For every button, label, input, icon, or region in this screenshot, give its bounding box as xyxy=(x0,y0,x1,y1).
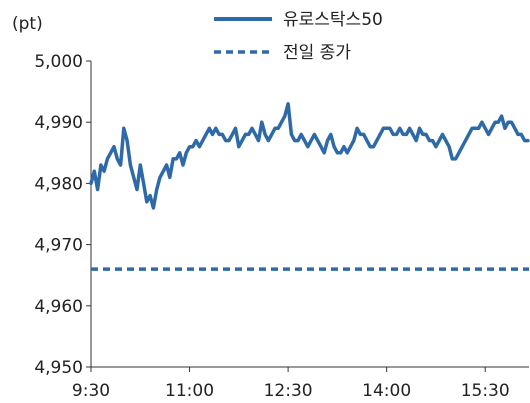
eurostoxx50-line xyxy=(89,102,530,210)
y-tick-label: 4,960 xyxy=(34,297,83,317)
y-axis-ticks: 5,000 4,990 4,980 4,970 4,960 4,950 xyxy=(34,52,91,378)
x-tick-label: 12:30 xyxy=(264,381,313,401)
y-tick-label: 4,970 xyxy=(34,236,83,256)
y-tick-label: 4,980 xyxy=(34,174,83,194)
x-tick-label: 11:00 xyxy=(165,381,214,401)
legend-label-prev-close: 전일 종가 xyxy=(283,43,351,63)
x-axis-ticks: 9:30 11:00 12:30 14:00 15:30 xyxy=(72,367,510,401)
legend-label-eurostoxx50: 유로스탁스50 xyxy=(283,10,383,30)
x-tick-label: 14:00 xyxy=(362,381,411,401)
legend: 유로스탁스50 전일 종가 xyxy=(214,10,383,63)
y-tick-label: 5,000 xyxy=(34,52,83,72)
y-tick-label: 4,950 xyxy=(34,358,83,378)
x-tick-label: 9:30 xyxy=(72,381,110,401)
y-tick-label: 4,990 xyxy=(34,113,83,133)
x-tick-label: 15:30 xyxy=(461,381,510,401)
y-unit-label: (pt) xyxy=(12,14,43,34)
